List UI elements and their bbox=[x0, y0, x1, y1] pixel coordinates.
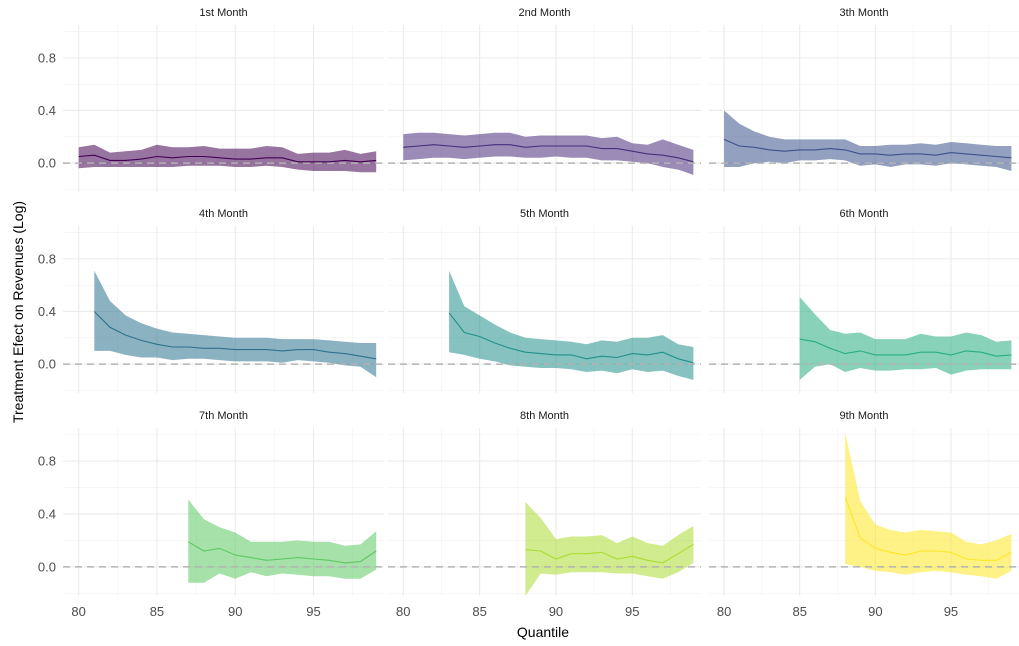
estimate-line bbox=[844, 496, 1012, 561]
x-axis-title: Quantile bbox=[517, 624, 569, 640]
estimate-line bbox=[93, 311, 377, 360]
estimate-line bbox=[403, 144, 694, 163]
x-tick-label: 80 bbox=[717, 604, 731, 619]
facet-panel: 1st Month bbox=[63, 7, 384, 192]
x-tick-label: 95 bbox=[944, 604, 958, 619]
y-tick-label: 0.0 bbox=[38, 156, 56, 171]
facet-panel: 5th Month bbox=[388, 208, 701, 393]
estimate-line bbox=[78, 154, 377, 163]
confidence-band bbox=[188, 499, 377, 583]
facet-label: 5th Month bbox=[520, 208, 569, 220]
y-tick-label: 0.8 bbox=[38, 454, 56, 469]
x-tick-label: 85 bbox=[472, 604, 486, 619]
confidence-band bbox=[845, 432, 1012, 579]
x-tick-label: 95 bbox=[306, 604, 320, 619]
x-tick-label: 80 bbox=[71, 604, 85, 619]
facet-panel: 6th Month bbox=[709, 208, 1019, 393]
confidence-band bbox=[94, 270, 377, 378]
facet-label: 6th Month bbox=[840, 208, 889, 220]
facet-panel: 7th Month bbox=[63, 410, 384, 596]
y-tick-label: 0.0 bbox=[38, 559, 56, 574]
facet-panel: 4th Month bbox=[63, 208, 384, 393]
facet-panel: 3th Month bbox=[709, 7, 1019, 192]
x-tick-label: 80 bbox=[396, 604, 410, 619]
y-tick-label: 0.4 bbox=[38, 506, 56, 521]
facet-panel: 9th Month bbox=[709, 410, 1019, 596]
y-axis-ticks: 0.0 0.4 0.8 0.0 0.4 0.8 0.0 0.4 0.8 bbox=[38, 50, 56, 574]
confidence-band bbox=[403, 132, 694, 175]
confidence-band bbox=[799, 297, 1012, 380]
x-axis-ticks: 80 85 90 95 80 85 90 95 80 85 90 95 bbox=[71, 604, 958, 619]
facet-label: 3th Month bbox=[840, 7, 889, 19]
facet-panel: 2nd Month bbox=[388, 7, 701, 192]
estimate-line bbox=[525, 543, 694, 564]
facet-label: 1st Month bbox=[199, 7, 247, 19]
confidence-band bbox=[525, 502, 694, 596]
x-tick-label: 90 bbox=[549, 604, 563, 619]
y-tick-label: 0.8 bbox=[38, 50, 56, 65]
x-tick-label: 90 bbox=[228, 604, 242, 619]
estimate-line bbox=[723, 138, 1012, 159]
estimate-line bbox=[448, 312, 694, 364]
y-tick-label: 0.4 bbox=[38, 103, 56, 118]
estimate-line bbox=[188, 541, 377, 564]
y-axis-title: Treatment Efect on Revenues (Log) bbox=[10, 201, 26, 423]
confidence-band bbox=[449, 270, 694, 380]
y-tick-label: 0.0 bbox=[38, 357, 56, 372]
x-tick-label: 90 bbox=[868, 604, 882, 619]
facet-panels: 1st Month 2nd Month 3th Month 4th Month 5th … bbox=[63, 7, 1019, 596]
facet-panel: 8th Month bbox=[388, 410, 701, 596]
x-tick-label: 95 bbox=[625, 604, 639, 619]
facet-label: 9th Month bbox=[840, 410, 889, 422]
facet-label: 2nd Month bbox=[519, 7, 571, 19]
x-tick-label: 85 bbox=[792, 604, 806, 619]
facet-label: 4th Month bbox=[199, 208, 248, 220]
y-tick-label: 0.4 bbox=[38, 304, 56, 319]
facet-label: 7th Month bbox=[199, 410, 248, 422]
x-tick-label: 85 bbox=[150, 604, 164, 619]
facet-label: 8th Month bbox=[520, 410, 569, 422]
y-tick-label: 0.8 bbox=[38, 251, 56, 266]
confidence-band bbox=[724, 110, 1012, 171]
estimate-line bbox=[799, 338, 1012, 357]
